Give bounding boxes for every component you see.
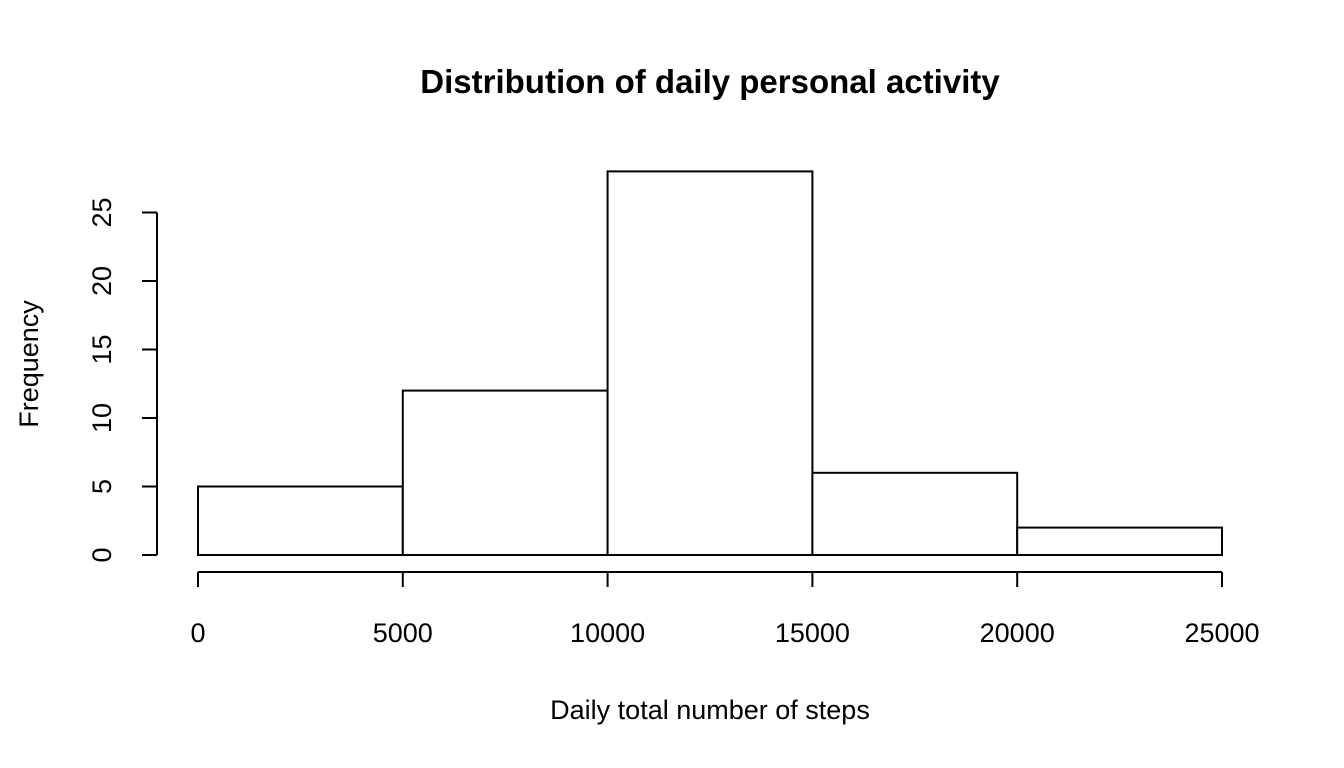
chart-title: Distribution of daily personal activity [420,63,1000,100]
y-tick-label: 5 [87,479,117,494]
y-axis: 0 5 10 15 20 25 [87,197,158,563]
bars-group [197,170,1224,556]
histogram-bar-4 [1016,526,1224,556]
x-tick-label: 25000 [1184,618,1259,648]
histogram-bar-1 [401,389,609,556]
y-tick-label: 0 [87,547,117,562]
y-tick-label: 20 [87,266,117,296]
y-tick-label: 15 [87,334,117,364]
x-tick-label: 10000 [570,618,645,648]
histogram-bar-2 [606,170,814,556]
x-axis: 0 5000 10000 15000 20000 25000 [190,571,1260,648]
x-tick-label: 15000 [775,618,850,648]
y-tick-label: 25 [87,197,117,227]
x-axis-label: Daily total number of steps [550,695,870,725]
x-tick-label: 5000 [373,618,433,648]
y-axis-label: Frequency [14,300,44,428]
x-tick-label: 0 [190,618,205,648]
histogram-bar-0 [197,485,404,556]
histogram-bar-3 [811,471,1019,556]
y-tick-label: 10 [87,403,117,433]
x-tick-label: 20000 [980,618,1055,648]
